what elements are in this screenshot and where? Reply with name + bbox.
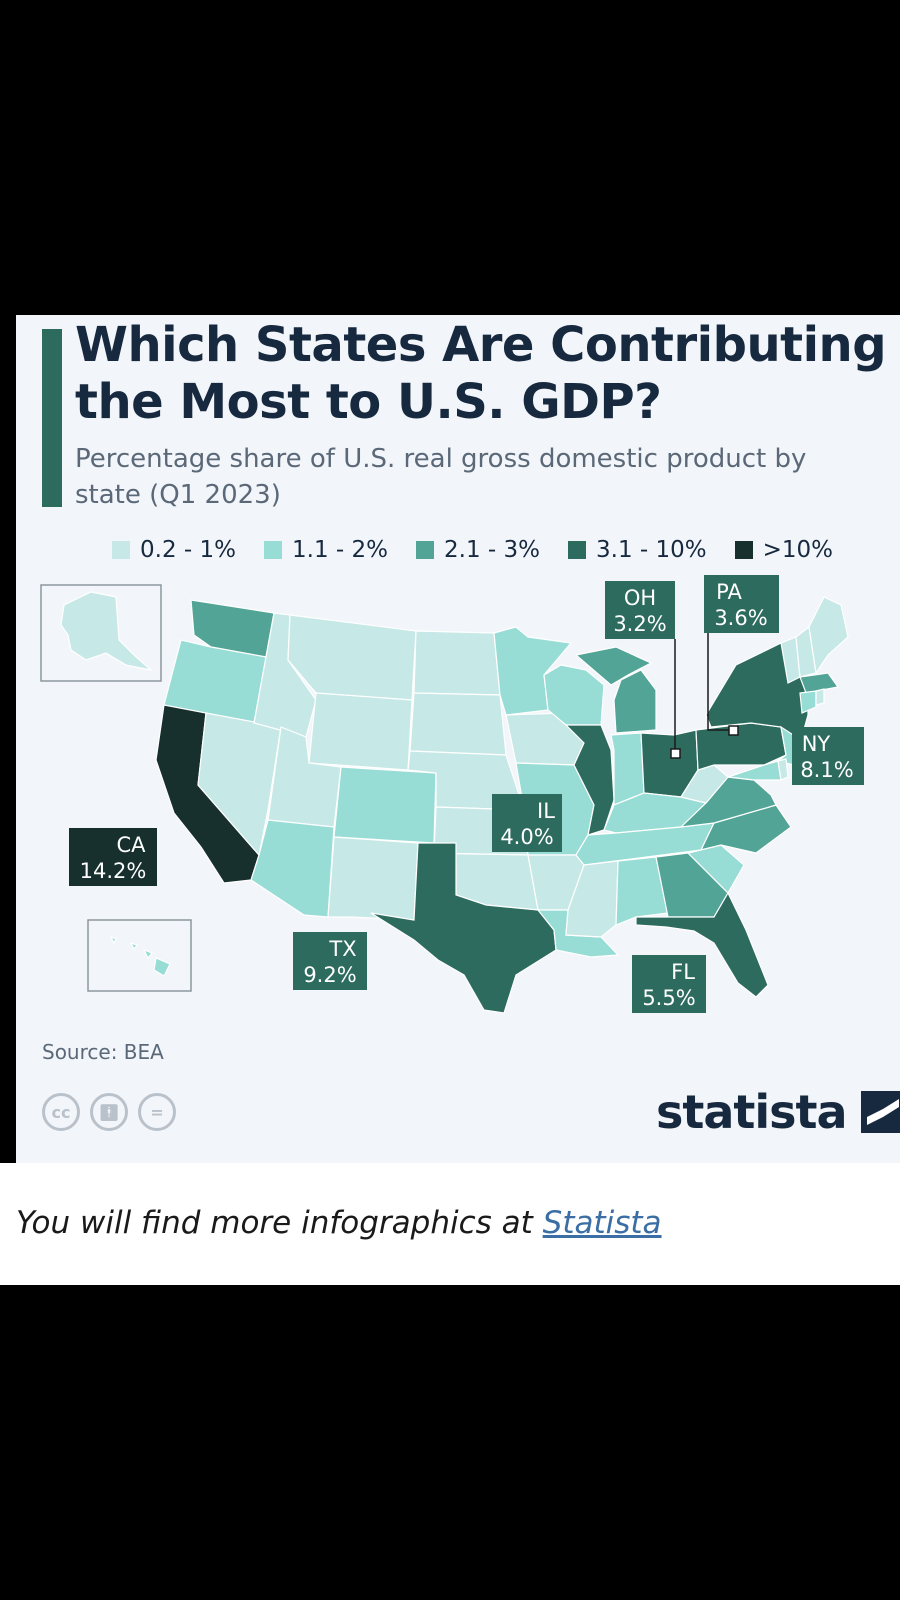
callout-state: OH <box>624 586 656 610</box>
state-FL <box>635 891 769 998</box>
statista-logo[interactable]: statista <box>656 1085 900 1139</box>
license-icons: cc 🚹︎ = <box>42 1093 176 1131</box>
legend-label: 2.1 - 3% <box>444 537 540 563</box>
chart-title: Which States Are Contributing the Most t… <box>75 317 887 430</box>
callout-box <box>69 828 157 886</box>
callout-marker <box>670 748 681 759</box>
callout-value: 5.5% <box>642 986 695 1010</box>
callout-box <box>492 794 562 852</box>
callout-state: FL <box>671 960 695 984</box>
callout-FL: FL 5.5% <box>632 955 706 1013</box>
state-RI <box>815 688 825 706</box>
state-HI <box>109 935 171 977</box>
state-NM <box>327 836 419 921</box>
legend-item: >10% <box>734 537 834 563</box>
callout-box <box>605 581 675 639</box>
callout-value: 9.2% <box>303 963 356 987</box>
callout-value: 3.6% <box>714 606 767 630</box>
state-SD <box>409 692 507 756</box>
callout-state: PA <box>716 580 742 604</box>
callout-TX: TX 9.2% <box>293 932 367 990</box>
state-WY <box>308 692 413 771</box>
cc-icon[interactable]: cc <box>42 1093 80 1131</box>
statista-link[interactable]: Statista <box>542 1205 662 1241</box>
state-CO <box>333 766 437 844</box>
legend-swatch <box>734 541 753 559</box>
legend-item: 0.2 - 1% <box>112 537 236 563</box>
legend-item: 2.1 - 3% <box>416 537 540 563</box>
attribution-icon[interactable]: 🚹︎ <box>90 1093 128 1131</box>
callout-CA: CA 14.2% <box>69 828 157 886</box>
footer: You will find more infographics at Stati… <box>0 1163 900 1285</box>
us-map: OH 3.2% PA 3.6% NY 8.1% IL 4.0% CA 14.2% <box>40 575 864 1014</box>
title-accent-bar <box>42 329 62 507</box>
state-DE <box>777 758 789 781</box>
callout-marker <box>728 725 739 736</box>
legend-label: 1.1 - 2% <box>292 537 388 563</box>
legend-swatch <box>416 541 434 559</box>
hawaii-inset-frame <box>87 919 192 992</box>
callout-state: TX <box>328 937 356 961</box>
callout-NY: NY 8.1% <box>792 727 864 785</box>
legend-item: 1.1 - 2% <box>264 537 388 563</box>
callout-state: NY <box>802 732 831 756</box>
callout-PA: PA 3.6% <box>704 575 779 736</box>
legend-swatch <box>264 541 282 559</box>
legend-label: 3.1 - 10% <box>596 537 707 563</box>
footer-prefix: You will find more infographics at <box>16 1205 543 1241</box>
state-CT <box>799 690 817 714</box>
state-ME <box>808 596 849 675</box>
legend-swatch <box>568 541 586 559</box>
state-AK <box>60 591 154 672</box>
footer-text: You will find more infographics at Stati… <box>16 1205 662 1241</box>
infographic-card: Which States Are Contributing the Most t… <box>16 315 900 1163</box>
chart-subtitle: Percentage share of U.S. real gross dome… <box>75 444 807 510</box>
callout-state: CA <box>116 833 146 857</box>
legend: 0.2 - 1% 1.1 - 2% 2.1 - 3% 3.1 - 10% >10… <box>112 537 833 563</box>
callout-box <box>293 932 367 990</box>
state-MI <box>574 646 657 734</box>
alaska-inset-frame <box>40 584 162 682</box>
state-WV <box>680 764 729 804</box>
callout-value: 8.1% <box>800 758 853 782</box>
legend-swatch <box>112 541 130 559</box>
callout-value: 3.2% <box>613 612 666 636</box>
no-derivatives-icon[interactable]: = <box>138 1093 176 1131</box>
statista-logo-icon <box>860 1091 900 1133</box>
brand-name: statista <box>656 1085 848 1139</box>
state-AL <box>615 856 669 926</box>
callout-box <box>704 575 779 633</box>
legend-label: >10% <box>762 537 834 563</box>
callout-box <box>632 955 706 1013</box>
callout-box <box>792 727 864 785</box>
callout-value: 4.0% <box>500 825 553 849</box>
state-ND <box>413 630 501 696</box>
legend-label: 0.2 - 1% <box>140 537 236 563</box>
state-MA <box>799 672 840 694</box>
callout-OH: OH 3.2% <box>605 581 681 759</box>
state-TX <box>370 842 557 1014</box>
state-WI <box>543 664 605 726</box>
legend-item: 3.1 - 10% <box>568 537 707 563</box>
source-note: Source: BEA <box>42 1040 164 1064</box>
callout-value: 14.2% <box>80 859 147 883</box>
callout-state: IL <box>537 799 555 823</box>
callout-IL: IL 4.0% <box>492 794 562 852</box>
state-AZ <box>250 819 335 918</box>
state-IL <box>564 724 615 836</box>
callout-leader <box>707 633 732 731</box>
state-IN <box>610 732 645 806</box>
